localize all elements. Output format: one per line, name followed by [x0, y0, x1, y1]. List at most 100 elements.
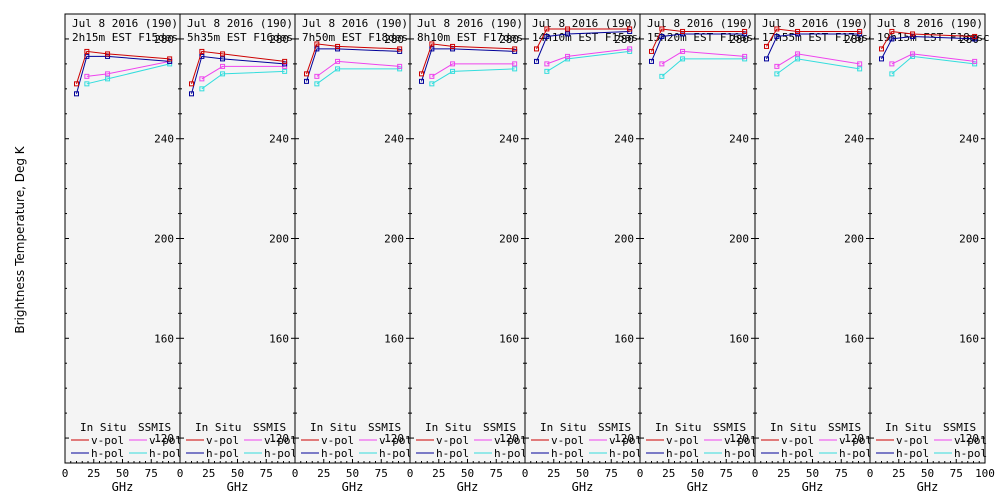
- ssmis-vpol-point: [220, 63, 226, 69]
- legend-ssmis-heading: SSMIS: [483, 421, 516, 434]
- panel-title-time: 2h15m EST F15des: [72, 31, 178, 44]
- panel-title-time: 5h35m EST F16des: [187, 31, 293, 44]
- x-tick-label: 50: [346, 467, 359, 480]
- insitu-hpol-point: [304, 78, 309, 84]
- ssmis-vpol-line: [86, 60, 170, 77]
- x-tick-label: 0: [752, 467, 759, 480]
- ssmis-hpol-point: [314, 81, 320, 87]
- insitu-hpol-point: [419, 78, 424, 84]
- legend-ssmis-hpol-label: h-pol: [149, 447, 182, 460]
- legend-insitu-vpol-label: v-pol: [781, 434, 814, 447]
- insitu-vpol-point: [627, 26, 633, 32]
- x-tick-label: 0: [292, 467, 299, 480]
- x-axis-label: GHz: [457, 480, 479, 494]
- ssmis-vpol-line: [431, 63, 515, 77]
- legend-insitu-hpol-label: h-pol: [666, 447, 699, 460]
- legend-insitu-heading: In Situ: [885, 421, 931, 434]
- x-tick-label: 25: [662, 467, 675, 480]
- y-tick-label: 280: [154, 33, 174, 46]
- panel-title-date: Jul 8 2016 (190): [762, 17, 868, 30]
- legend-insitu-hpol-label: h-pol: [551, 447, 584, 460]
- y-tick-label: 200: [729, 233, 749, 246]
- panel-title-date: Jul 8 2016 (190): [302, 17, 408, 30]
- legend-ssmis-vpol-label: v-pol: [264, 434, 297, 447]
- insitu-vpol-point: [680, 28, 686, 34]
- panel-title-time: 8h10m EST F17des: [417, 31, 523, 44]
- ssmis-hpol-point: [220, 71, 226, 77]
- legend-ssmis-vpol-label: v-pol: [839, 434, 872, 447]
- ssmis-hpol-point: [429, 81, 435, 87]
- insitu-hpol-point: [74, 91, 79, 97]
- legend-insitu-hpol-label: h-pol: [91, 447, 124, 460]
- insitu-hpol-line: [306, 48, 400, 82]
- x-tick-label: 50: [806, 467, 819, 480]
- ssmis-hpol-point: [335, 66, 341, 72]
- y-tick-label: 120: [844, 432, 864, 445]
- insitu-hpol-point: [534, 58, 539, 64]
- x-tick-label: 0: [522, 467, 529, 480]
- y-axis-label: Brightness Temperature, Deg K: [13, 145, 27, 333]
- y-tick-label: 240: [384, 133, 404, 146]
- y-tick-label: 240: [614, 133, 634, 146]
- x-tick-label: 100: [975, 467, 995, 480]
- legend-ssmis-heading: SSMIS: [828, 421, 861, 434]
- y-tick-label: 240: [844, 133, 864, 146]
- insitu-vpol-point: [105, 51, 111, 57]
- insitu-vpol-point: [659, 26, 665, 32]
- legend-ssmis-hpol-label: h-pol: [839, 447, 872, 460]
- insitu-hpol-point: [889, 36, 895, 42]
- legend-insitu-vpol-label: v-pol: [91, 434, 124, 447]
- ssmis-vpol-line: [546, 48, 630, 65]
- x-tick-label: 50: [691, 467, 704, 480]
- ssmis-vpol-point: [314, 73, 320, 79]
- legend-insitu-heading: In Situ: [540, 421, 586, 434]
- panel-title-time: 14h10m EST F15asc: [532, 31, 645, 44]
- x-tick-label: 0: [637, 467, 644, 480]
- legend-ssmis-vpol-label: v-pol: [149, 434, 182, 447]
- insitu-hpol-point: [220, 56, 226, 62]
- legend-insitu-heading: In Situ: [195, 421, 241, 434]
- x-tick-label: 50: [461, 467, 474, 480]
- ssmis-hpol-line: [661, 58, 745, 77]
- panel-title-date: Jul 8 2016 (190): [417, 17, 523, 30]
- ssmis-vpol-point: [857, 61, 863, 67]
- y-tick-label: 160: [959, 332, 979, 345]
- x-tick-label: 75: [260, 467, 273, 480]
- y-tick-label: 200: [269, 233, 289, 246]
- insitu-hpol-point: [189, 91, 194, 97]
- legend-ssmis-vpol-label: v-pol: [494, 434, 527, 447]
- insitu-hpol-point: [879, 56, 884, 62]
- y-tick-label: 200: [614, 233, 634, 246]
- legend-ssmis-heading: SSMIS: [943, 421, 976, 434]
- y-tick-label: 280: [499, 33, 519, 46]
- insitu-vpol-point: [742, 28, 748, 34]
- x-axis-label: GHz: [112, 480, 134, 494]
- ssmis-hpol-point: [105, 76, 111, 82]
- insitu-hpol-line: [421, 48, 515, 82]
- ssmis-vpol-line: [201, 65, 285, 80]
- ssmis-vpol-point: [659, 61, 665, 67]
- insitu-vpol-line: [651, 28, 745, 52]
- insitu-vpol-point: [764, 43, 769, 49]
- insitu-vpol-point: [167, 56, 173, 62]
- y-tick-label: 280: [614, 33, 634, 46]
- x-axis-label: GHz: [227, 480, 249, 494]
- y-tick-label: 240: [729, 133, 749, 146]
- legend-insitu-heading: In Situ: [425, 421, 471, 434]
- x-tick-label: 0: [867, 467, 874, 480]
- insitu-hpol-point: [544, 33, 550, 39]
- ssmis-hpol-point: [680, 56, 686, 62]
- legend-insitu-heading: In Situ: [770, 421, 816, 434]
- ssmis-vpol-point: [335, 58, 341, 64]
- x-axis-label: GHz: [687, 480, 709, 494]
- y-tick-label: 120: [614, 432, 634, 445]
- insitu-vpol-line: [76, 50, 170, 84]
- y-tick-label: 160: [844, 332, 864, 345]
- y-tick-label: 240: [269, 133, 289, 146]
- x-tick-label: 25: [892, 467, 905, 480]
- panel-title-time: 7h50m EST F18des: [302, 31, 408, 44]
- legend-ssmis-heading: SSMIS: [138, 421, 171, 434]
- insitu-vpol-line: [306, 43, 400, 75]
- ssmis-hpol-line: [776, 58, 860, 75]
- legend-insitu-vpol-label: v-pol: [436, 434, 469, 447]
